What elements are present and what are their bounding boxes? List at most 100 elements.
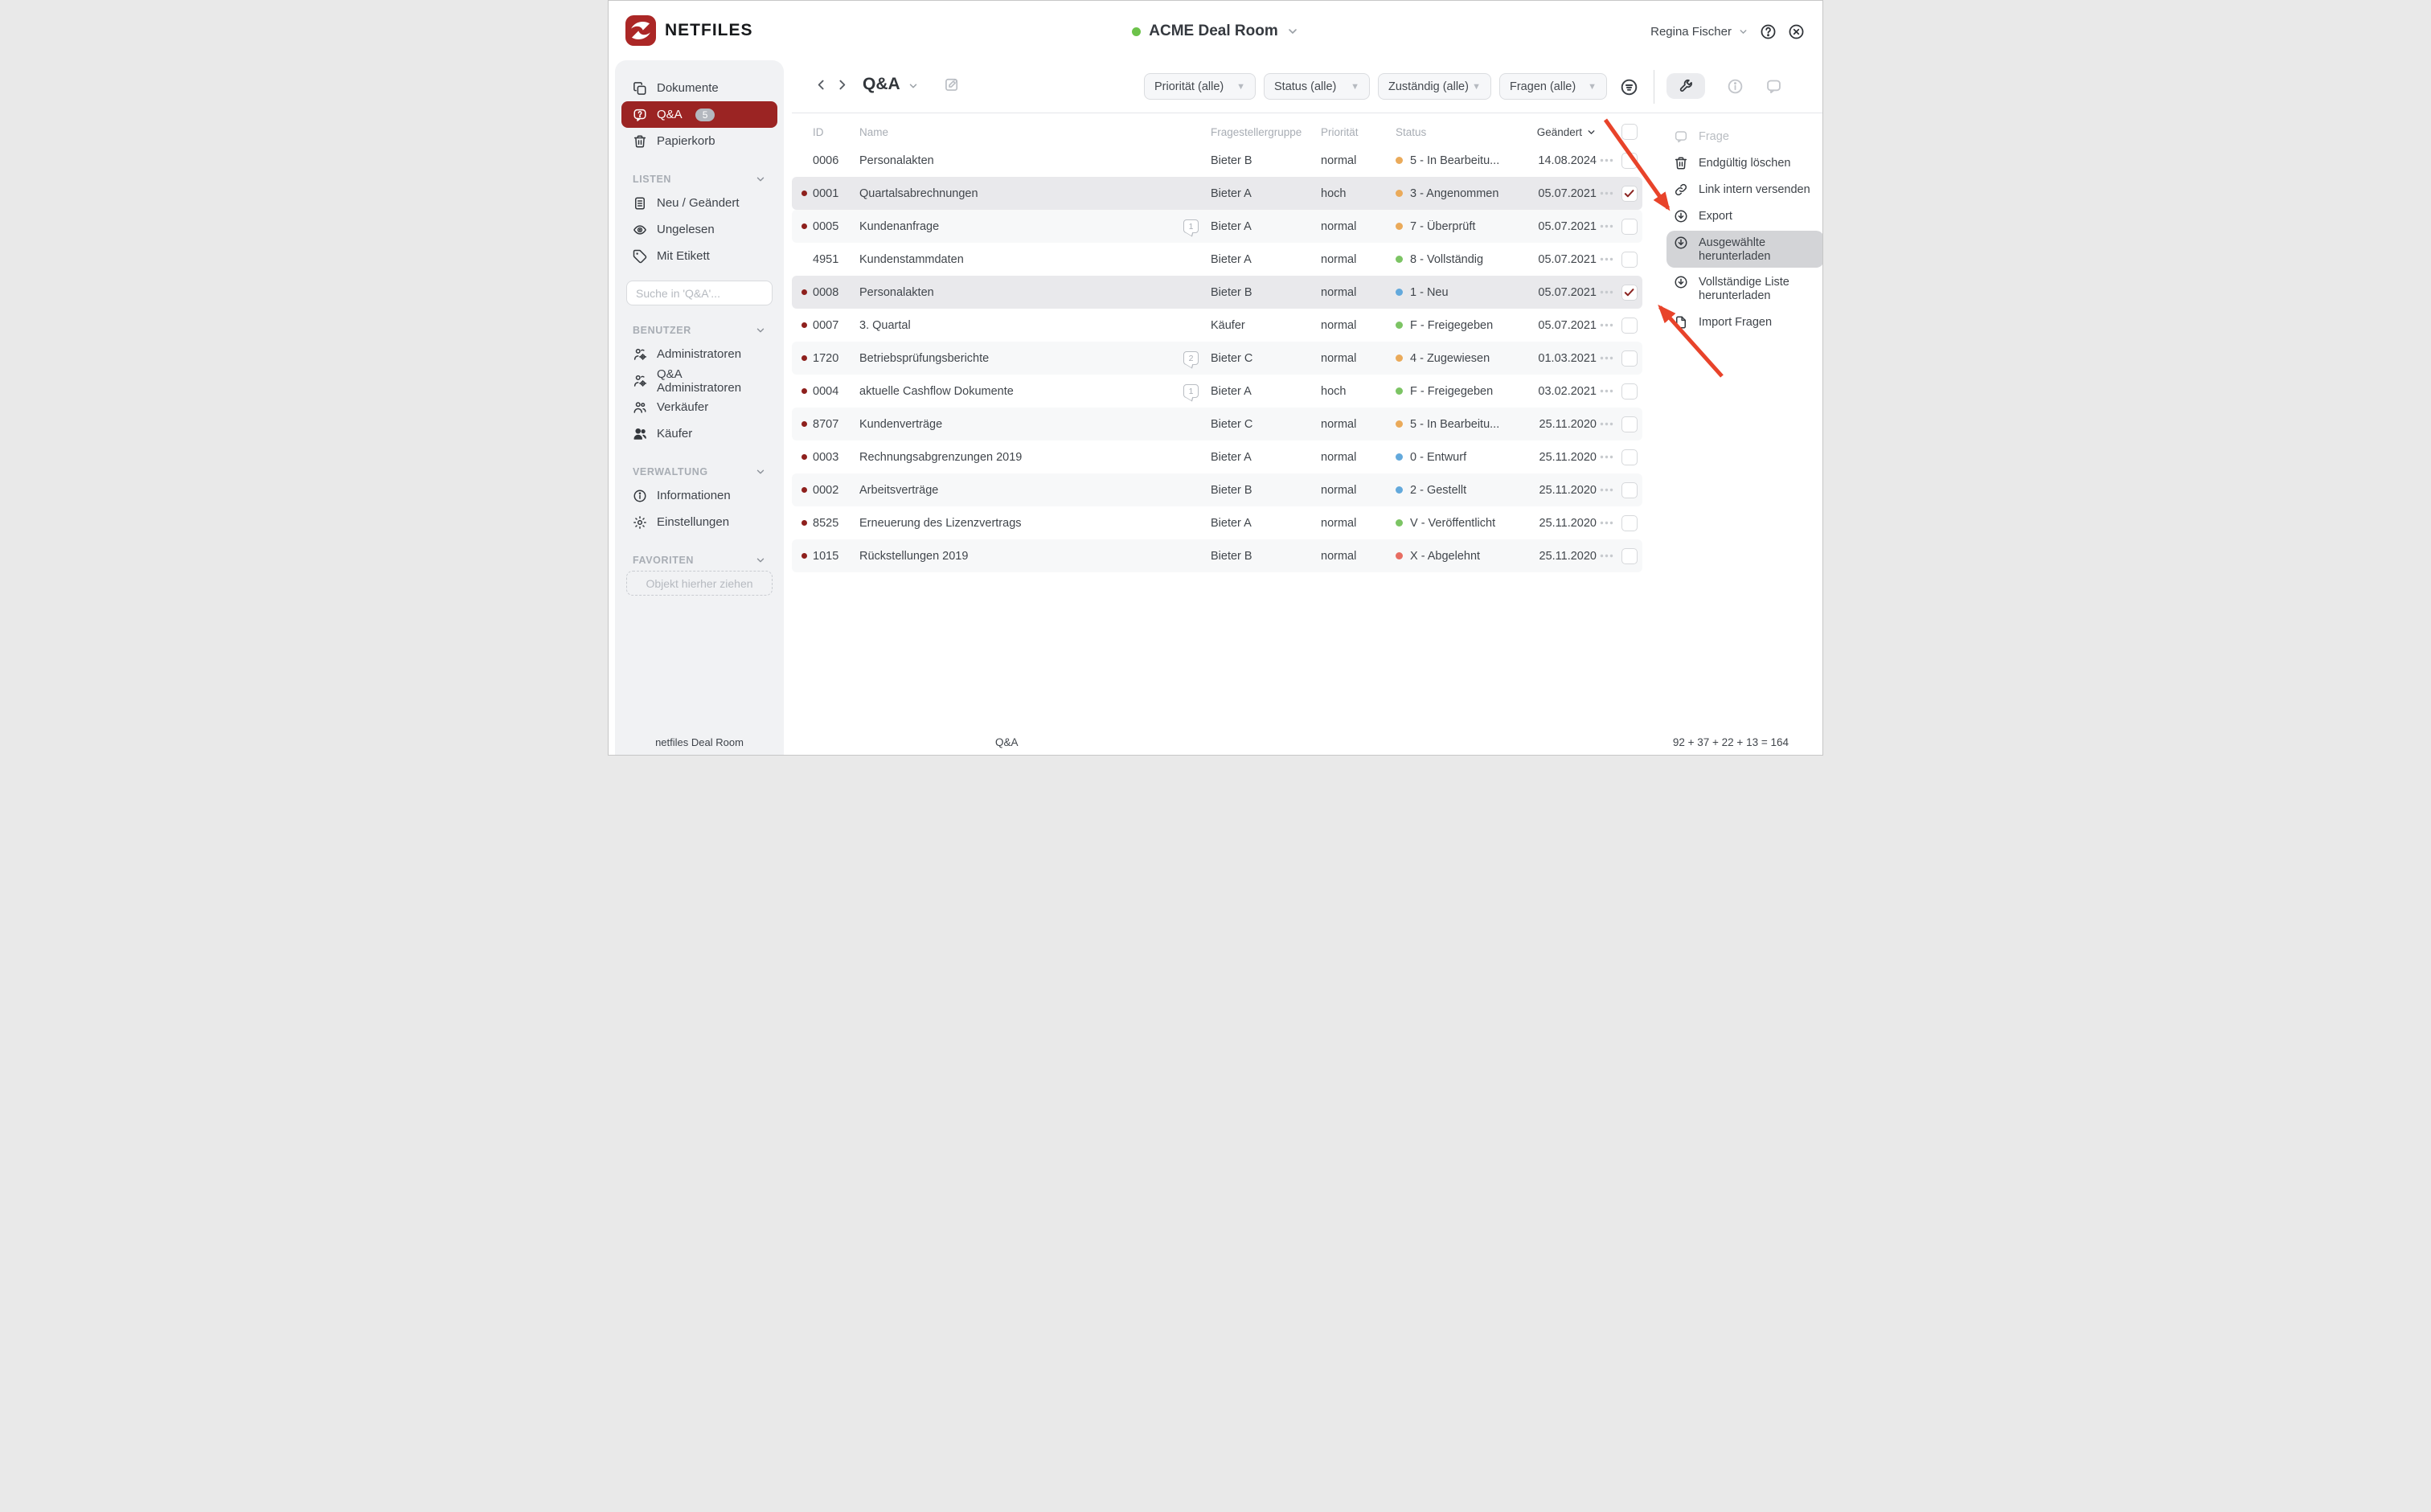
row-checkbox[interactable]	[1621, 350, 1638, 367]
row-more-button[interactable]	[1597, 455, 1616, 459]
table-row[interactable]: 0004 aktuelle Cashflow Dokumente 1 Bieter A…	[792, 375, 1642, 408]
netfiles-logo[interactable]: NETFILES	[625, 15, 753, 46]
action-ausgew-hlte-herunterladen[interactable]: Ausgewählte herunterladen	[1666, 231, 1822, 268]
cell-priority: normal	[1321, 351, 1357, 365]
sidebar-item-papierkorb[interactable]: Papierkorb	[621, 128, 777, 154]
row-checkbox[interactable]	[1621, 317, 1638, 334]
row-checkbox[interactable]	[1621, 185, 1638, 202]
chevron-down-icon[interactable]	[908, 80, 919, 92]
sidebar-item-ungelesen[interactable]: Ungelesen	[621, 216, 777, 243]
filter-dropdown-priorität[interactable]: Priorität (alle) ▼	[1144, 73, 1256, 100]
sidebar-item-verk-ufer[interactable]: Verkäufer	[621, 394, 777, 420]
col-modified-sort[interactable]: Geändert	[1532, 126, 1597, 138]
action-label: Link intern versenden	[1699, 183, 1810, 196]
sidebar-item-q-a-administratoren[interactable]: Q&A Administratoren	[621, 367, 777, 395]
table-row[interactable]: 0002 Arbeitsverträge Bieter B normal 2 - Ges…	[792, 473, 1642, 506]
cell-id: 0003	[813, 450, 839, 464]
sidebar-item-neu-ge-ndert[interactable]: Neu / Geändert	[621, 190, 777, 216]
status-label: 7 - Überprüft	[1410, 219, 1476, 233]
sidebar-item-einstellungen[interactable]: Einstellungen	[621, 509, 777, 535]
more-actions-icon	[1600, 158, 1613, 162]
cell-name: Kundenverträge	[859, 417, 943, 431]
row-checkbox[interactable]	[1621, 449, 1638, 465]
col-priority[interactable]: Priorität	[1321, 125, 1359, 138]
row-checkbox[interactable]	[1621, 514, 1638, 531]
row-checkbox[interactable]	[1621, 547, 1638, 564]
cell-group: Bieter B	[1211, 285, 1252, 299]
row-more-button[interactable]	[1597, 521, 1616, 525]
sidebar-item-k-ufer[interactable]: Käufer	[621, 420, 777, 447]
help-icon[interactable]	[1760, 23, 1777, 40]
cell-id: 0001	[813, 186, 839, 200]
user-menu[interactable]: Regina Fischer	[1650, 25, 1748, 39]
table-row[interactable]: 4951 Kundenstammdaten Bieter A normal 8 - Vo…	[792, 243, 1642, 276]
table-row[interactable]: 0008 Personalakten Bieter B normal 1 - Neu 05…	[792, 276, 1642, 309]
table-row[interactable]: 8707 Kundenverträge Bieter C normal 5 - In B…	[792, 408, 1642, 440]
filter-label-icon[interactable]	[1620, 78, 1638, 96]
row-more-button[interactable]	[1597, 488, 1616, 492]
table-row[interactable]: 1015 Rückstellungen 2019 Bieter B normal X -…	[792, 539, 1642, 572]
sidebar-item-label: Einstellungen	[657, 515, 730, 529]
sidebar-item-mit-etikett[interactable]: Mit Etikett	[621, 243, 777, 269]
tools-button[interactable]	[1666, 73, 1705, 99]
row-more-button[interactable]	[1597, 257, 1616, 261]
select-all-checkbox[interactable]	[1621, 124, 1638, 140]
row-checkbox[interactable]	[1621, 218, 1638, 235]
filter-dropdown-status[interactable]: Status (alle) ▼	[1264, 73, 1370, 100]
favorites-dropzone[interactable]: Objekt hierher ziehen	[626, 571, 773, 596]
search-input[interactable]	[626, 281, 773, 305]
row-more-button[interactable]	[1597, 224, 1616, 228]
row-more-button[interactable]	[1597, 356, 1616, 360]
row-checkbox[interactable]	[1621, 481, 1638, 498]
filter-dropdown-fragen[interactable]: Fragen (alle) ▼	[1499, 73, 1607, 100]
row-more-button[interactable]	[1597, 389, 1616, 393]
sidebar-section-verwaltung[interactable]: VERWALTUNG	[621, 466, 777, 477]
table-row[interactable]: 8525 Erneuerung des Lizenzvertrags Bieter …	[792, 506, 1642, 539]
room-selector[interactable]: ACME Deal Room	[609, 1, 1822, 62]
row-checkbox[interactable]	[1621, 284, 1638, 301]
row-checkbox[interactable]	[1621, 383, 1638, 400]
row-more-button[interactable]	[1597, 191, 1616, 195]
table-row[interactable]: 0001 Quartalsabrechnungen Bieter A hoch 3 - …	[792, 177, 1642, 210]
col-name[interactable]: Name	[859, 125, 889, 138]
table-row[interactable]: 0007 3. Quartal Käufer normal F - Freigegebe…	[792, 309, 1642, 342]
comments-button[interactable]	[1765, 78, 1782, 95]
back-icon[interactable]	[814, 78, 828, 92]
action-import-fragen[interactable]: Import Fragen	[1666, 310, 1822, 334]
col-group[interactable]: Fragestellergruppe	[1211, 125, 1302, 138]
filter-dropdown-zuständig[interactable]: Zuständig (alle) ▼	[1378, 73, 1491, 100]
table-row[interactable]: 0006 Personalakten Bieter B normal 5 - In Be…	[792, 144, 1642, 177]
row-checkbox[interactable]	[1621, 152, 1638, 169]
info-button[interactable]	[1727, 78, 1744, 95]
sidebar-item-administratoren[interactable]: Administratoren	[621, 341, 777, 367]
table-row[interactable]: 0005 Kundenanfrage 1 Bieter A normal 7 - Über…	[792, 210, 1642, 243]
forward-icon[interactable]	[835, 78, 849, 92]
row-more-button[interactable]	[1597, 290, 1616, 294]
sidebar-item-informationen[interactable]: Informationen	[621, 482, 777, 509]
sidebar-section-benutzer[interactable]: BENUTZER	[621, 325, 777, 336]
table-row[interactable]: 1720 Betriebsprüfungsberichte 2 Bieter C nor…	[792, 342, 1642, 375]
row-more-button[interactable]	[1597, 158, 1616, 162]
edit-icon[interactable]	[944, 76, 960, 92]
logout-icon[interactable]	[1788, 23, 1805, 40]
row-checkbox[interactable]	[1621, 416, 1638, 432]
action-export[interactable]: Export	[1666, 204, 1822, 228]
row-more-button[interactable]	[1597, 554, 1616, 558]
row-more-button[interactable]	[1597, 422, 1616, 426]
row-more-button[interactable]	[1597, 323, 1616, 327]
sidebar-item-q-a[interactable]: Q&A 5	[621, 101, 777, 128]
table-row[interactable]: 0003 Rechnungsabgrenzungen 2019 Bieter A no…	[792, 440, 1642, 473]
action-link-intern-versenden[interactable]: Link intern versenden	[1666, 178, 1822, 202]
sidebar-section-listen[interactable]: LISTEN	[621, 174, 777, 185]
col-status[interactable]: Status	[1396, 125, 1427, 138]
action-vollst-ndige-liste-herunterladen[interactable]: Vollständige Liste herunterladen	[1666, 270, 1822, 307]
status-dot	[1396, 552, 1403, 559]
sidebar-section-favoriten[interactable]: FAVORITEN	[621, 555, 777, 566]
cell-group: Bieter A	[1211, 384, 1252, 398]
row-checkbox[interactable]	[1621, 251, 1638, 268]
cell-priority: normal	[1321, 154, 1357, 167]
info-circle-icon	[633, 490, 646, 502]
col-id[interactable]: ID	[813, 125, 824, 138]
sidebar-item-dokumente[interactable]: Dokumente	[621, 75, 777, 101]
action-endg-ltig-l-schen[interactable]: Endgültig löschen	[1666, 151, 1822, 175]
